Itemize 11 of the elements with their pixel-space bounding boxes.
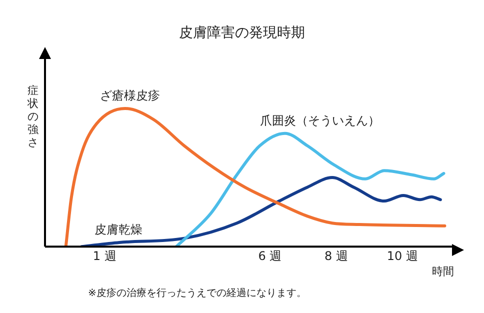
- chart-title: 皮膚障害の発現時期: [178, 24, 306, 42]
- series-label: 皮膚乾燥: [94, 222, 142, 237]
- x-tick-label: 10 週: [386, 248, 418, 263]
- x-axis-title: 時間: [432, 264, 454, 279]
- x-tick-label: 8 週: [324, 248, 348, 263]
- x-tick-label: 1 週: [92, 248, 116, 263]
- text: ※皮疹の治療を行ったうえでの経過になります。: [88, 286, 306, 300]
- y-axis-title: 症状の強さ: [26, 84, 40, 149]
- x-tick-label: 6 週: [258, 248, 282, 263]
- series-label: 爪囲炎（そういえん）: [260, 113, 380, 128]
- series-label: ざ瘡様皮疹: [100, 88, 160, 103]
